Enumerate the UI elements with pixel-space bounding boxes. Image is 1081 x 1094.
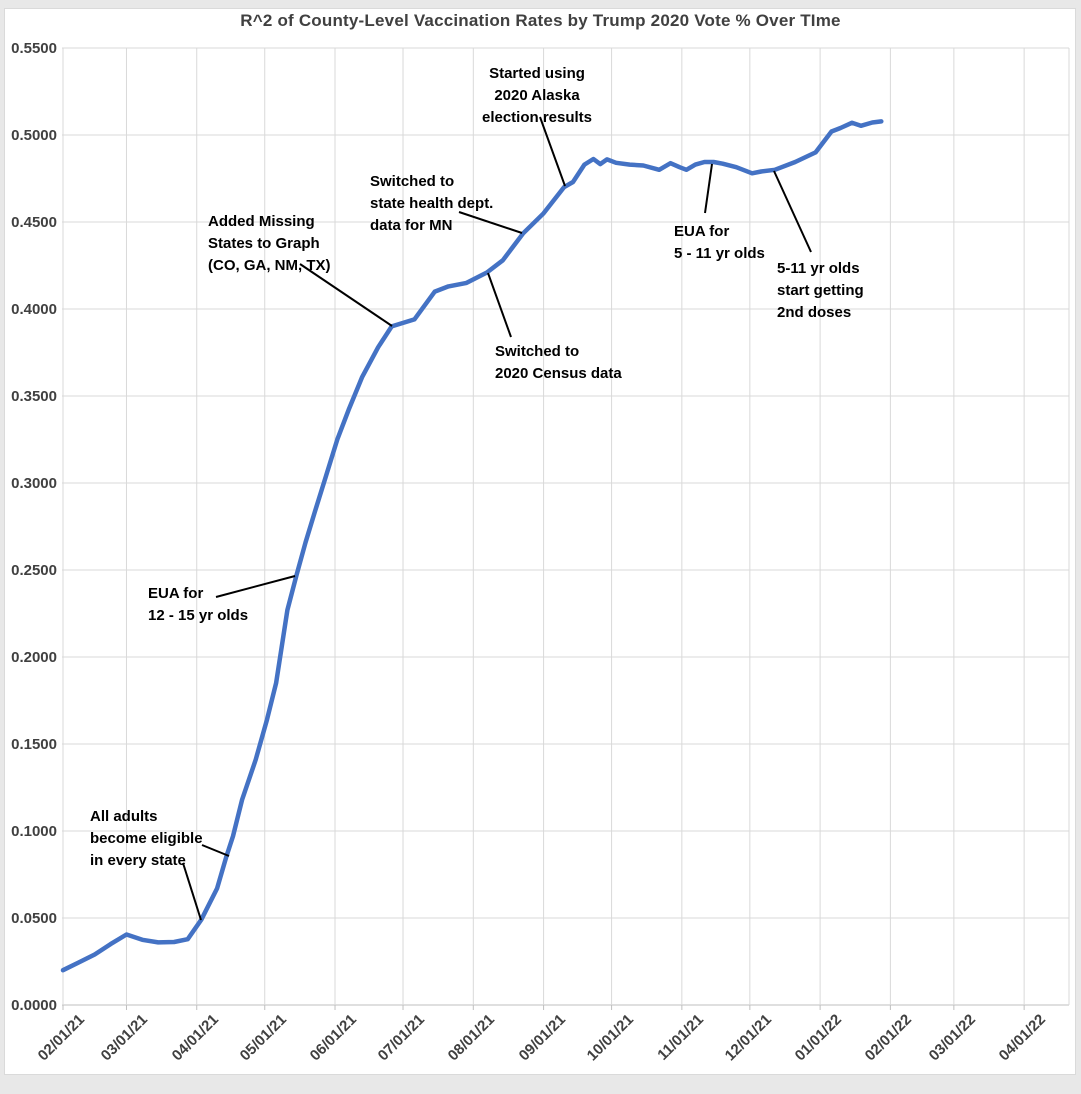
- annotation-text-line: data for MN: [370, 217, 453, 234]
- annotation-leader-line: [539, 116, 566, 187]
- y-axis-tick-label: 0.2000: [11, 649, 57, 666]
- annotation-text-line: 2nd doses: [777, 304, 852, 321]
- y-axis-tick-label: 0.1500: [11, 736, 57, 753]
- annotation-leader-line: [201, 844, 230, 857]
- y-axis-tick-label: 0.0000: [11, 997, 57, 1014]
- annotation-leader-line: [215, 575, 296, 598]
- annotation-text-line: 5 - 11 yr olds: [674, 245, 765, 262]
- annotation-leader-line: [182, 862, 202, 921]
- annotation-eua-5-11: EUA for 5 - 11 yr olds: [674, 221, 765, 265]
- series-line: [60, 119, 884, 973]
- annotation-eua-12-15: EUA for 12 - 15 yr olds: [148, 583, 248, 627]
- y-axis-tick-label: 0.0500: [11, 910, 57, 927]
- annotation-text-line: 5-11 yr olds: [777, 260, 860, 277]
- annotation-leader-line: [773, 170, 812, 253]
- chart-background: [4, 8, 1076, 1075]
- annotation-text-line: state health dept.: [370, 195, 494, 212]
- annotation-mn-health-dept: Switched to state health dept. data for MN: [370, 171, 493, 237]
- annotation-text-line: 2020 Census data: [495, 365, 622, 382]
- y-axis-tick-label: 0.5000: [11, 127, 57, 144]
- annotation-text-line: States to Graph: [208, 235, 320, 252]
- annotation-text-line: in every state: [90, 852, 186, 869]
- annotation-alaska-results: Started using 2020 Alaska election results: [482, 63, 592, 129]
- chart-title: R^2 of County-Level Vaccination Rates by…: [240, 11, 841, 30]
- annotation-text-line: (CO, GA, NM, TX): [208, 257, 331, 274]
- annotation-leader-line: [299, 263, 393, 327]
- annotation-census-data: Switched to 2020 Census data: [495, 341, 622, 385]
- annotation-text-line: 2020 Alaska: [494, 87, 580, 104]
- y-axis-tick-label: 0.1000: [11, 823, 57, 840]
- annotation-text-line: election results: [481, 109, 593, 126]
- annotation-five-eleven-second-doses: 5-11 yr olds start getting 2nd doses: [777, 258, 864, 324]
- annotation-text-line: EUA for: [674, 223, 730, 240]
- annotation-text-line: All adults: [90, 808, 158, 825]
- y-axis-tick-label: 0.5500: [11, 40, 57, 57]
- annotation-leader-line: [704, 163, 713, 214]
- annotation-text-line: Added Missing: [208, 213, 315, 230]
- y-axis-tick-label: 0.4500: [11, 214, 57, 231]
- y-axis-tick-label: 0.4000: [11, 301, 57, 318]
- annotation-text-line: EUA for: [148, 585, 204, 602]
- annotation-added-missing-states: Added Missing States to Graph (CO, GA, NM,…: [208, 211, 331, 277]
- annotation-text-line: Switched to: [370, 173, 455, 190]
- annotation-leader-line: [458, 211, 523, 234]
- y-axis-tick-label: 0.3500: [11, 388, 57, 405]
- annotation-text-line: become eligible: [90, 830, 203, 847]
- annotation-text-line: Switched to: [495, 343, 580, 360]
- annotation-text-line: start getting: [777, 282, 864, 299]
- y-axis-tick-label: 0.3000: [11, 475, 57, 492]
- annotation-text-line: 12 - 15 yr olds: [148, 607, 249, 624]
- y-axis-tick-label: 0.2500: [11, 562, 57, 579]
- annotation-leader-line: [487, 272, 512, 338]
- annotation-text-line: Started using: [489, 65, 585, 82]
- annotation-all-adults-eligible: All adults become eligible in every state: [90, 806, 203, 872]
